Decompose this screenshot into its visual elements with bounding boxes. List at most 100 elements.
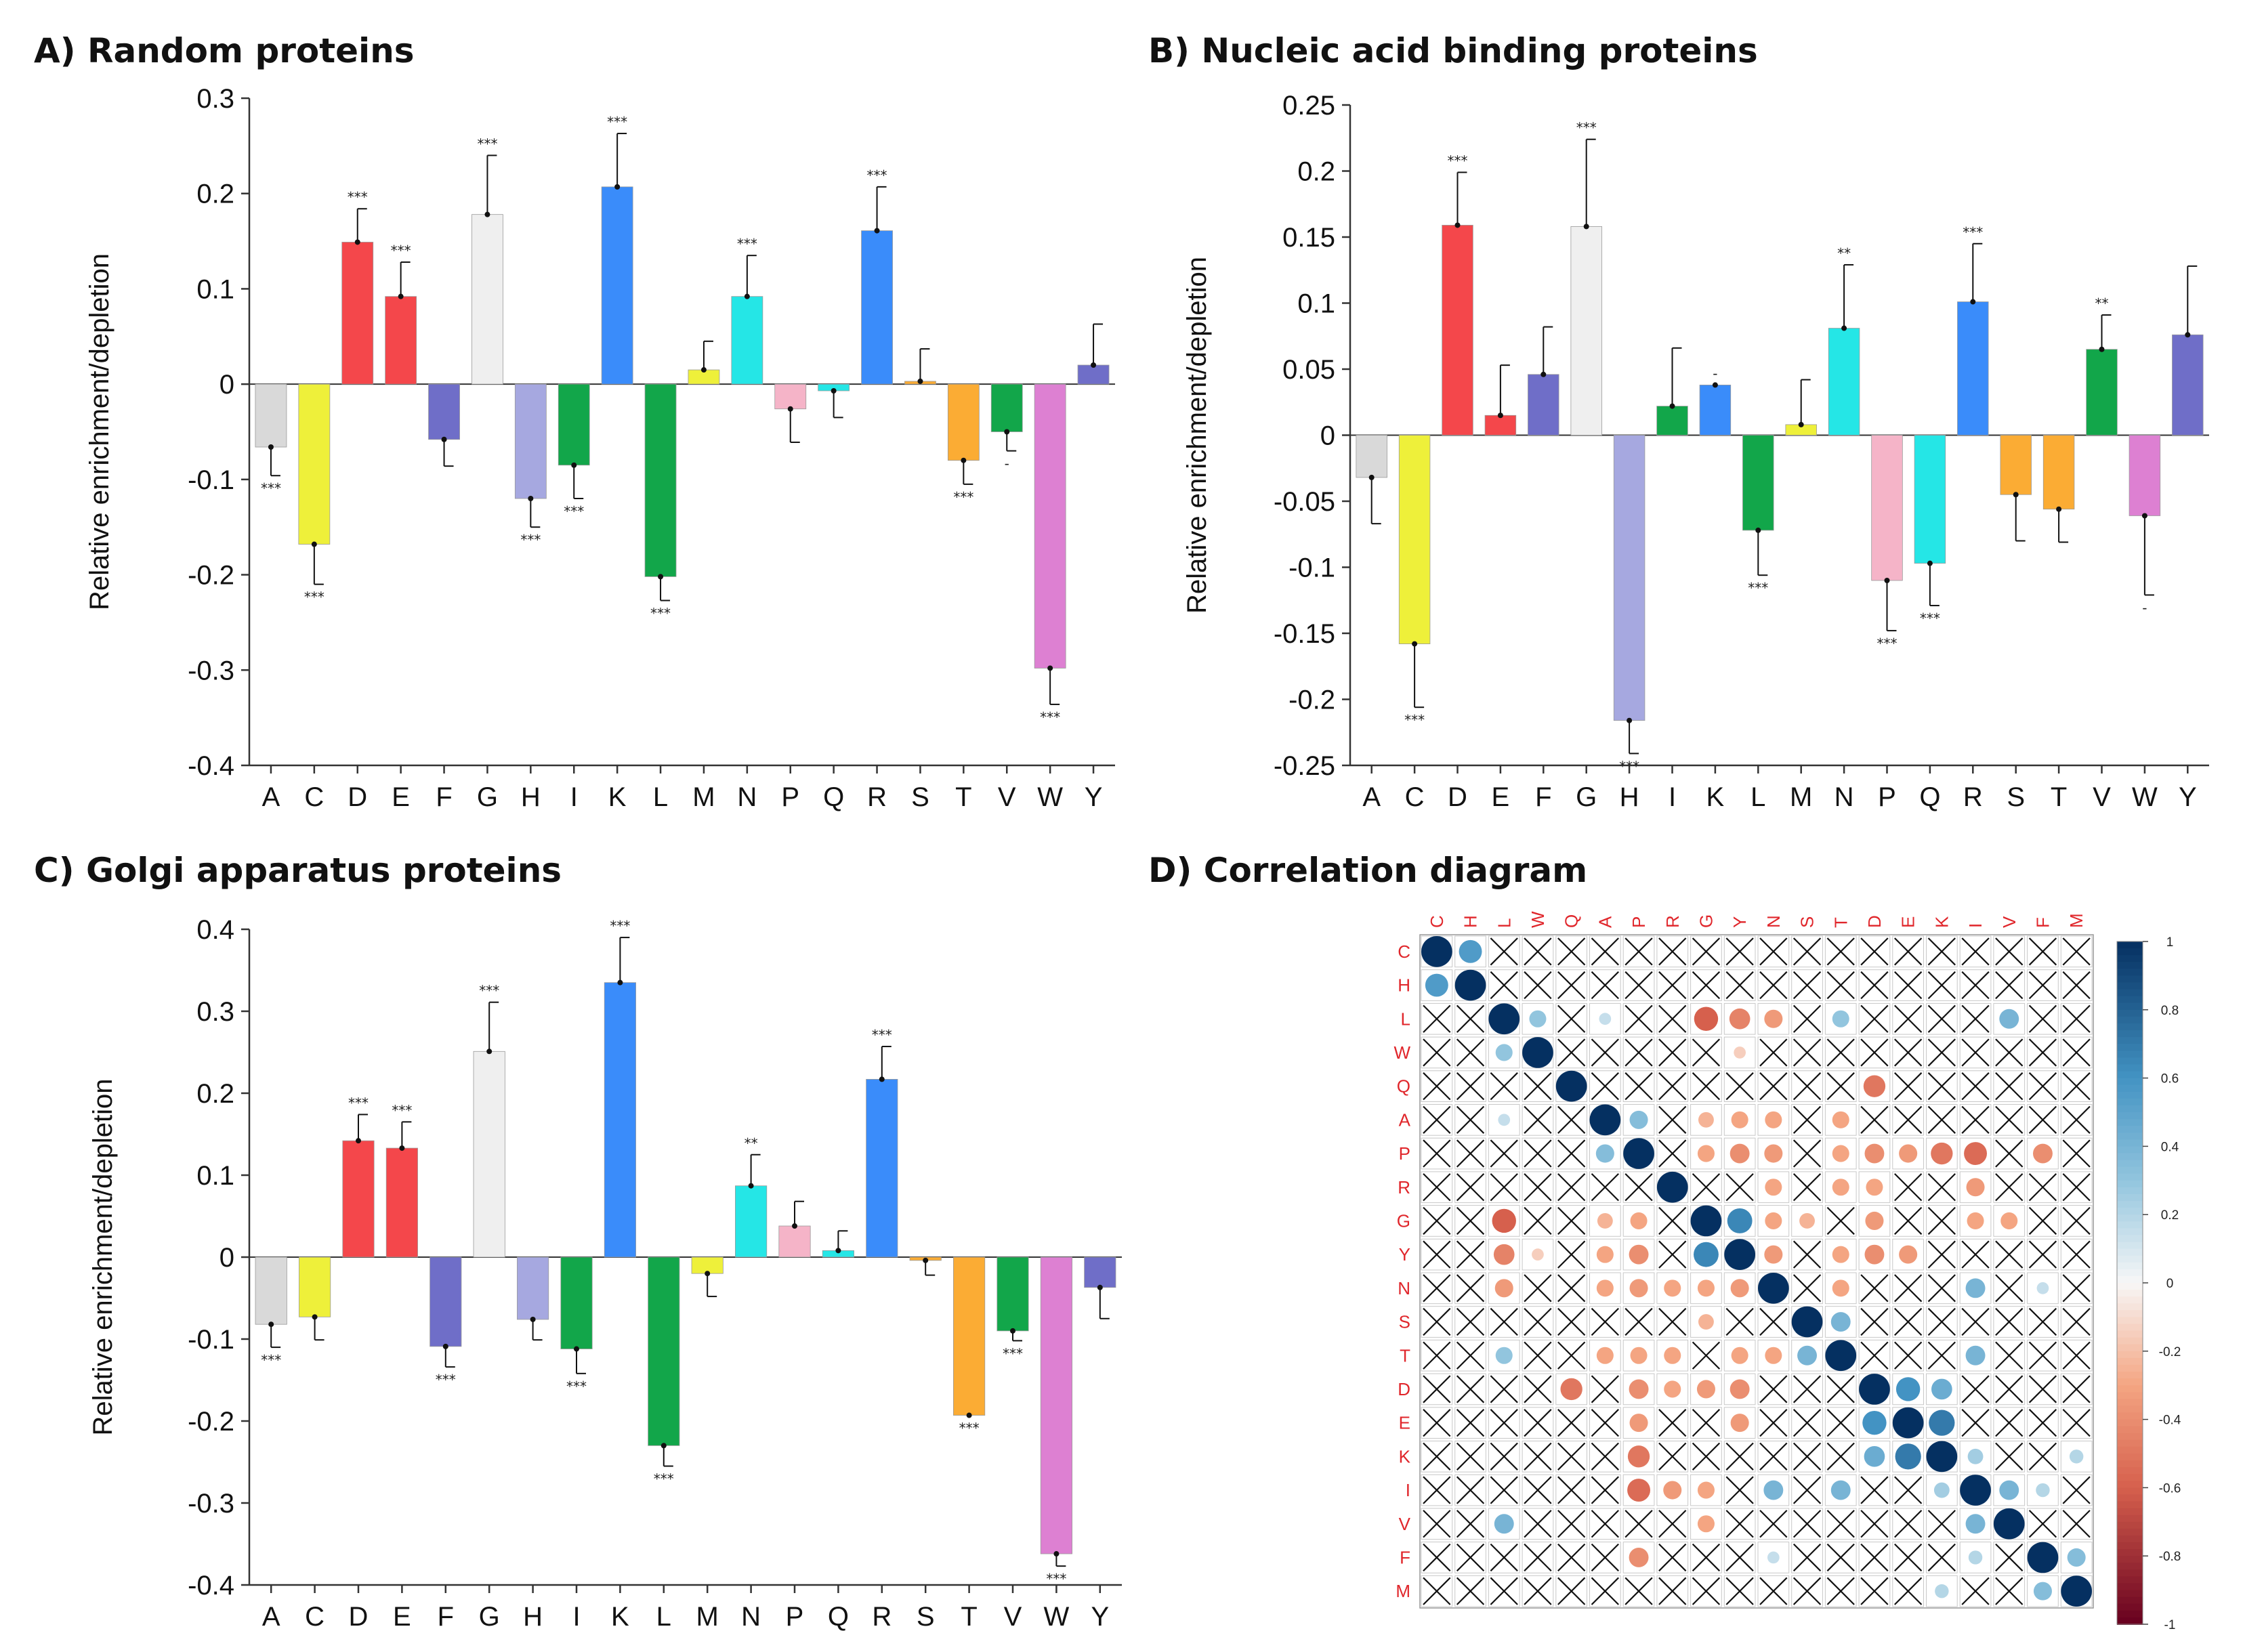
correlation-circle <box>1830 1312 1851 1332</box>
nonsignificant-cross <box>1995 937 2024 966</box>
nonsignificant-cross <box>1894 1543 1923 1572</box>
nonsignificant-cross <box>1423 1240 1451 1269</box>
x-tick-label: K <box>1706 782 1725 812</box>
bar-value-point <box>923 1257 929 1263</box>
correlation-circle <box>1862 1410 1887 1435</box>
nonsignificant-cross <box>1624 1577 1653 1605</box>
nonsignificant-cross <box>1591 1375 1619 1403</box>
nonsignificant-cross <box>1658 1543 1687 1572</box>
nonsignificant-cross <box>2028 1038 2057 1067</box>
x-tick-label: Y <box>1085 782 1103 812</box>
nonsignificant-cross <box>1524 1206 1552 1235</box>
significance-label: *** <box>436 1372 456 1388</box>
correlation-circle <box>1694 1007 1719 1031</box>
bar-G <box>471 214 503 385</box>
bar-Y <box>1077 364 1110 385</box>
nonsignificant-cross <box>1490 1307 1518 1336</box>
bar-value-point <box>1755 527 1761 533</box>
row-label: T <box>1400 1345 1410 1365</box>
nonsignificant-cross <box>1961 1038 1990 1067</box>
colorbar-segment <box>2117 1173 2143 1181</box>
correlation-circle <box>1899 1245 1918 1264</box>
x-tick-label: A <box>262 782 280 812</box>
nonsignificant-cross <box>1894 1476 1923 1504</box>
significance-label: *** <box>391 242 411 259</box>
nonsignificant-cross <box>1860 1476 1889 1504</box>
y-tick-label: 0.1 <box>1297 289 1335 319</box>
colorbar-segment <box>2117 955 2143 963</box>
nonsignificant-cross <box>1927 1307 1956 1336</box>
correlation-circle <box>1555 1070 1587 1102</box>
x-tick-label: W <box>1037 782 1063 812</box>
panel-b-nucleic-acid-binding-proteins: B) Nucleic acid binding proteins 0.25 0.2 0… <box>1148 31 2209 812</box>
bar-value-point <box>1053 1551 1060 1557</box>
bar-V <box>2086 349 2118 436</box>
correlation-circle <box>2000 1212 2018 1229</box>
colorbar-segment <box>2117 1002 2143 1011</box>
nonsignificant-cross <box>1423 1510 1451 1538</box>
nonsignificant-cross <box>1456 1206 1485 1235</box>
nonsignificant-cross <box>2028 1307 2057 1336</box>
nonsignificant-cross <box>1927 1543 1956 1572</box>
nonsignificant-cross <box>1927 1206 1956 1235</box>
correlation-circle <box>1488 1003 1520 1035</box>
nonsignificant-cross <box>1490 1409 1518 1437</box>
y-tick-label: 0.2 <box>1297 157 1335 187</box>
colorbar-segment <box>2117 1603 2143 1611</box>
nonsignificant-cross <box>1557 1139 1586 1168</box>
significance-label: *** <box>392 1102 412 1118</box>
row-label: N <box>1398 1278 1410 1298</box>
correlation-circle <box>1863 1075 1886 1097</box>
correlation-circle <box>1931 1142 1953 1165</box>
nonsignificant-cross <box>1961 1307 1990 1336</box>
nonsignificant-cross <box>2062 1375 2091 1403</box>
nonsignificant-cross <box>1423 1274 1451 1302</box>
colorbar-segment <box>2117 1051 2143 1059</box>
bar-value-point <box>2013 492 2019 498</box>
bar-value-point <box>2099 346 2105 352</box>
column-label: D <box>1864 915 1885 928</box>
colorbar-segment <box>2117 1569 2143 1577</box>
bar-value-point <box>879 1076 885 1082</box>
nonsignificant-cross <box>1894 1206 1923 1235</box>
nonsignificant-cross <box>1725 1072 1754 1101</box>
nonsignificant-cross <box>1456 1173 1485 1202</box>
nonsignificant-cross <box>1826 971 1855 1000</box>
correlation-circle <box>2027 1542 2059 1573</box>
x-tick-label: V <box>998 782 1016 812</box>
significance-label: *** <box>1576 120 1597 136</box>
nonsignificant-cross <box>1557 1476 1586 1504</box>
nonsignificant-cross <box>1557 1307 1586 1336</box>
significance-label: *** <box>1448 152 1468 169</box>
nonsignificant-cross <box>1759 1307 1788 1336</box>
nonsignificant-cross <box>1759 971 1788 1000</box>
correlation-circle <box>1599 1013 1612 1025</box>
nonsignificant-cross <box>1725 1476 1754 1504</box>
nonsignificant-cross <box>1927 1240 1956 1269</box>
nonsignificant-cross <box>2062 1206 2091 1235</box>
significance-label: *** <box>1877 635 1898 652</box>
nonsignificant-cross <box>2062 1240 2091 1269</box>
nonsignificant-cross <box>2028 1173 2057 1202</box>
bar-G <box>473 1051 505 1258</box>
nonsignificant-cross <box>1995 1409 2024 1437</box>
correlation-circle <box>1933 1482 1950 1498</box>
column-label: G <box>1696 914 1716 928</box>
column-label: Q <box>1561 914 1582 928</box>
colorbar-segment <box>2117 1119 2143 1127</box>
bar-T <box>953 1256 986 1416</box>
correlation-circle <box>1697 1515 1715 1533</box>
nonsignificant-cross <box>1456 1307 1485 1336</box>
bar-value-point <box>700 367 707 373</box>
correlation-circle <box>1623 1138 1654 1169</box>
nonsignificant-cross <box>1860 1510 1889 1538</box>
bar-A <box>255 1256 287 1325</box>
nonsignificant-cross <box>1826 1375 1855 1403</box>
correlation-circle <box>1866 1179 1883 1196</box>
correlation-circle <box>1698 1111 1714 1128</box>
x-tick-label: I <box>572 1602 580 1632</box>
x-tick-label: R <box>1963 782 1983 812</box>
y-tick-label: -0.15 <box>1274 619 1335 649</box>
row-label: P <box>1399 1143 1410 1164</box>
bar-K <box>604 982 636 1258</box>
